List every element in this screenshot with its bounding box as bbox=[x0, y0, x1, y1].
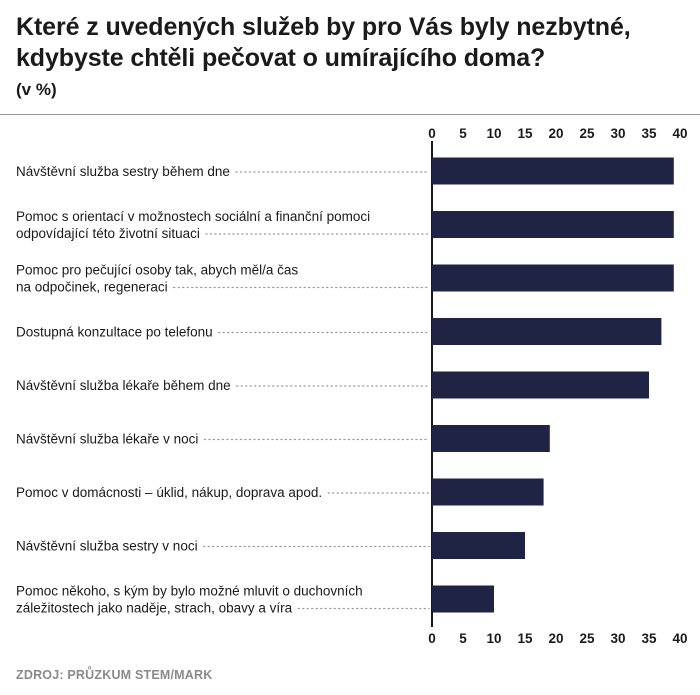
x-tick-label-top: 40 bbox=[672, 126, 687, 141]
category-label: odpovídající této životní situaci bbox=[16, 226, 200, 241]
x-tick-label-bottom: 40 bbox=[672, 631, 687, 646]
bar bbox=[432, 585, 494, 613]
x-tick-label-bottom: 5 bbox=[459, 631, 467, 646]
bar bbox=[432, 318, 662, 345]
header-divider bbox=[0, 114, 700, 115]
x-tick-label-top: 0 bbox=[428, 126, 436, 141]
bar bbox=[432, 157, 674, 185]
x-tick-label-bottom: 25 bbox=[579, 631, 595, 646]
category-label: Návštěvní služba lékaře v noci bbox=[16, 432, 198, 447]
unit-label: (v %) bbox=[16, 80, 57, 99]
chart-title: Které z uvedených služeb by pro Vás byly… bbox=[16, 13, 631, 72]
category-label: na odpočinek, regeneraci bbox=[16, 280, 168, 295]
x-tick-label-top: 20 bbox=[548, 126, 563, 141]
bar bbox=[432, 425, 550, 452]
category-label: Návštěvní služba sestry během dne bbox=[16, 164, 230, 179]
category-label: Pomoc s orientací v možnostech sociální … bbox=[16, 209, 370, 224]
category-label: Pomoc někoho, s kým by bylo možné mluvit… bbox=[16, 584, 363, 599]
x-tick-label-top: 25 bbox=[579, 126, 595, 141]
bar bbox=[432, 478, 544, 506]
category-label: Pomoc pro pečující osoby tak, abych měl/… bbox=[16, 263, 298, 278]
bar bbox=[432, 371, 649, 399]
x-tick-label-top: 30 bbox=[610, 126, 625, 141]
x-tick-label-top: 35 bbox=[641, 126, 657, 141]
bar bbox=[432, 211, 674, 238]
category-label: Pomoc v domácnosti – úklid, nákup, dopra… bbox=[16, 485, 322, 500]
category-label: Dostupná konzultace po telefonu bbox=[16, 325, 213, 340]
x-tick-label-bottom: 10 bbox=[486, 631, 501, 646]
x-tick-label-top: 5 bbox=[459, 126, 467, 141]
x-tick-label-bottom: 35 bbox=[641, 631, 657, 646]
x-tick-label-top: 10 bbox=[486, 126, 501, 141]
category-label: záležitostech jako naděje, strach, obavy… bbox=[16, 601, 293, 616]
category-label: Návštěvní služba sestry v noci bbox=[16, 539, 198, 554]
x-tick-label-top: 15 bbox=[517, 126, 533, 141]
x-tick-label-bottom: 0 bbox=[428, 631, 436, 646]
source-note: ZDROJ: PRŮZKUM STEM/MARK bbox=[16, 668, 213, 682]
category-label: Návštěvní služba lékaře během dne bbox=[16, 378, 231, 393]
bar bbox=[432, 532, 525, 559]
x-tick-label-bottom: 30 bbox=[610, 631, 625, 646]
bar bbox=[432, 264, 674, 292]
x-tick-label-bottom: 20 bbox=[548, 631, 563, 646]
x-tick-label-bottom: 15 bbox=[517, 631, 533, 646]
